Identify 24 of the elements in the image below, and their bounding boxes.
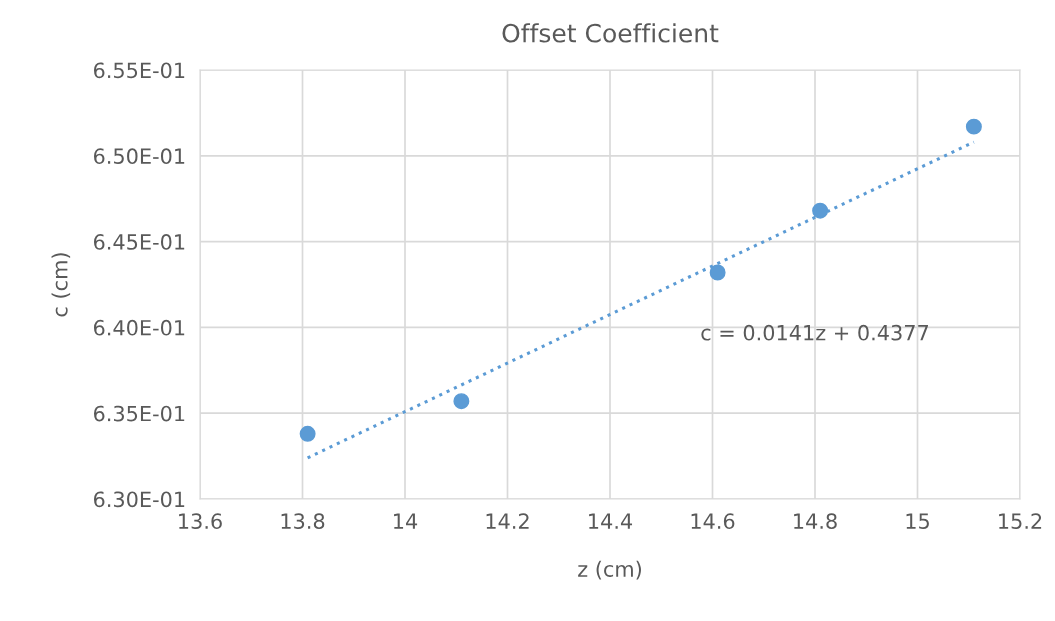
annotation: c = 0.0141z + 0.4377 [701,324,928,341]
x-tick-label: 13.8 [281,513,325,530]
point [453,393,470,410]
point [812,202,829,219]
x-tick-label: 14.6 [691,513,735,530]
chart-title: Offset Coefficient [502,23,719,43]
x-tick-label: 14 [394,513,418,529]
point [965,118,982,135]
y-axis-title: c (cm) [51,253,71,317]
point [299,425,316,442]
y-tick-label: 6.55E-01 [93,62,185,79]
y-tick-label: 6.30E-01 [93,491,185,508]
x-tick-label: 14.2 [486,513,529,529]
y-tick-label: 6.40E-01 [93,319,185,336]
x-tick-label: 14.4 [589,513,633,529]
x-tick-label: 15.2 [999,513,1042,530]
x-tick-label: 15 [906,513,929,530]
y-tick-label: 6.35E-01 [93,405,185,422]
x-tick-label: 13.6 [179,513,222,530]
y-tick-label: 6.50E-01 [93,148,185,165]
x-axis-title: z (cm) [578,560,641,580]
y-tick-label: 6.45E-01 [93,234,185,250]
x-tick-label: 14.8 [794,513,837,530]
point [709,264,726,281]
